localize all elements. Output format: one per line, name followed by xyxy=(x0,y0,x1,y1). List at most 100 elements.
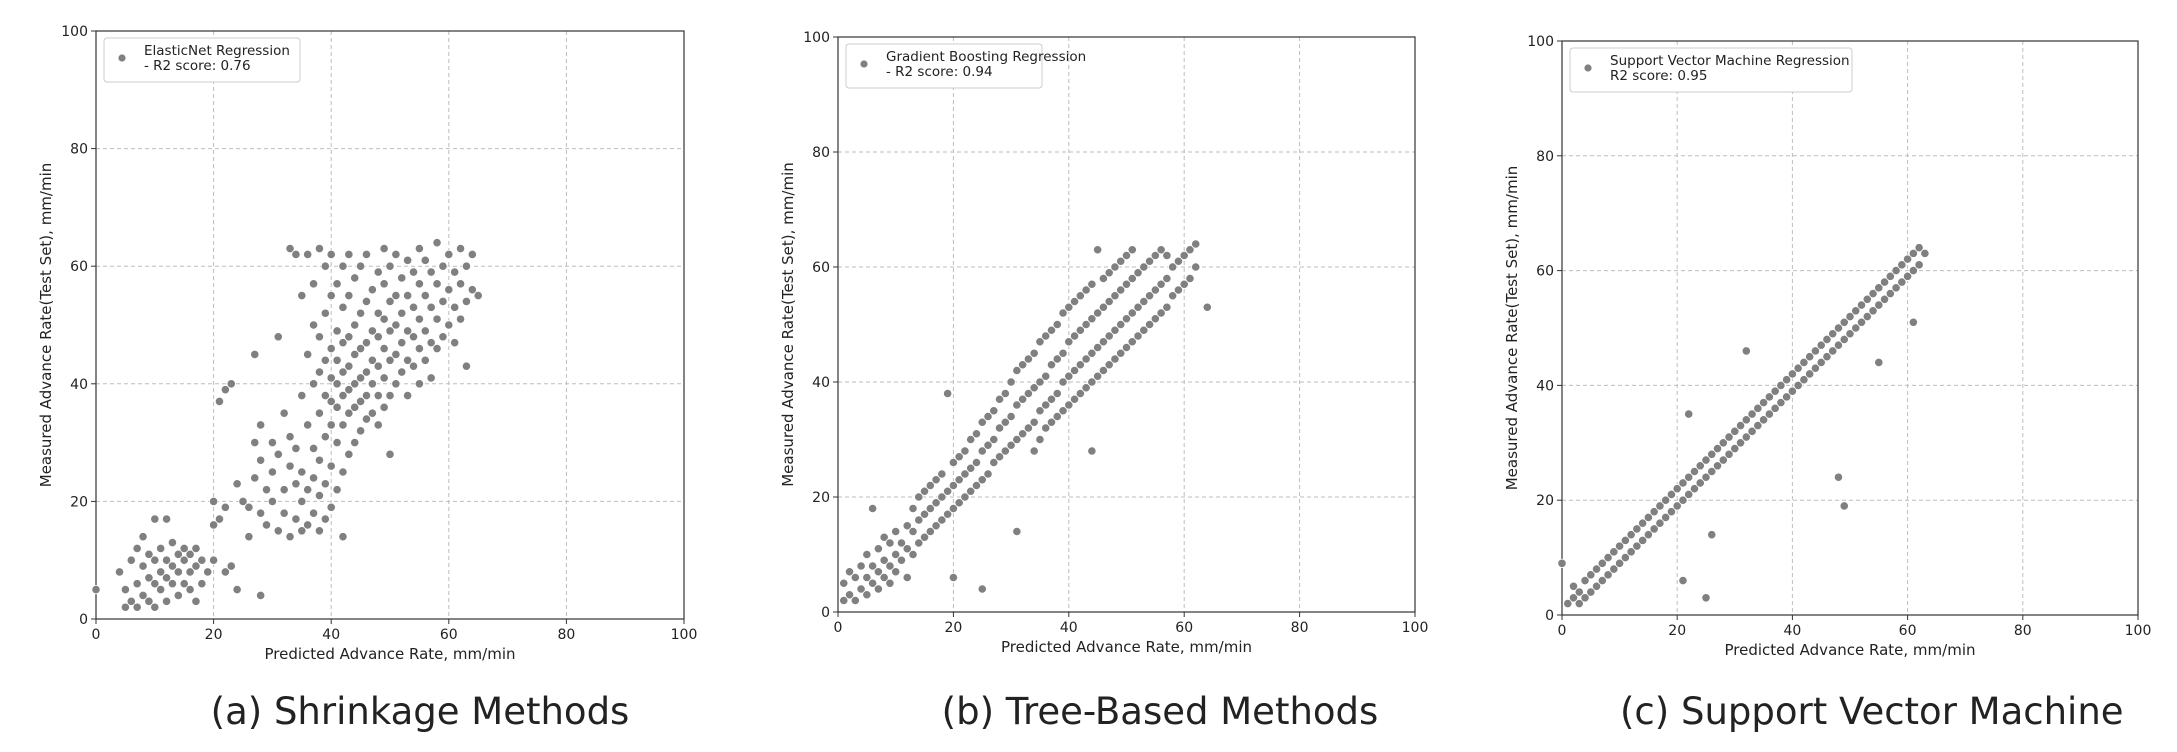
data-point xyxy=(1747,409,1757,419)
data-point xyxy=(391,379,401,389)
data-point xyxy=(173,549,183,559)
data-point xyxy=(1695,461,1705,471)
data-point xyxy=(1609,564,1619,574)
legend-box xyxy=(845,43,1043,89)
data-point xyxy=(1029,348,1039,358)
data-point xyxy=(1012,526,1022,537)
data-point xyxy=(373,308,383,318)
data-point xyxy=(1908,265,1918,276)
data-point xyxy=(1885,271,1895,281)
x-tick-label: 0 xyxy=(834,620,843,636)
data-point xyxy=(373,267,383,277)
data-point xyxy=(408,302,419,312)
data-point xyxy=(1833,340,1844,350)
y-tick-label: 100 xyxy=(803,30,830,46)
data-point xyxy=(1018,394,1028,404)
data-point xyxy=(379,279,389,289)
data-point xyxy=(1574,598,1584,609)
data-point xyxy=(1672,501,1682,511)
data-point xyxy=(1104,331,1114,341)
data-point xyxy=(948,572,959,583)
data-point xyxy=(161,555,172,565)
data-point xyxy=(126,596,136,606)
data-point xyxy=(862,590,872,600)
data-point xyxy=(326,461,336,471)
data-point xyxy=(1116,319,1126,330)
data-point xyxy=(1689,466,1700,477)
data-point xyxy=(244,502,254,512)
data-point xyxy=(1851,323,1861,333)
x-tick-label: 100 xyxy=(2125,623,2152,639)
data-point xyxy=(250,349,260,359)
data-point xyxy=(1632,541,1642,551)
data-point xyxy=(1684,472,1694,482)
y-tick-label: 60 xyxy=(70,259,88,275)
data-point xyxy=(150,514,160,524)
data-point xyxy=(220,385,230,395)
data-point xyxy=(1735,438,1746,448)
data-point xyxy=(420,355,430,365)
data-point xyxy=(1127,337,1137,347)
data-point xyxy=(338,467,348,477)
data-point xyxy=(367,355,377,365)
x-tick-label: 20 xyxy=(205,627,223,643)
data-point xyxy=(267,437,277,448)
data-point xyxy=(1000,417,1010,427)
data-point xyxy=(326,502,336,512)
data-point xyxy=(989,457,999,468)
data-point xyxy=(1093,245,1103,255)
data-point xyxy=(355,426,366,436)
data-point xyxy=(1006,377,1016,387)
data-point xyxy=(966,434,976,445)
data-point xyxy=(1632,524,1642,534)
data-point xyxy=(467,285,477,295)
data-point xyxy=(1150,285,1160,295)
data-point xyxy=(332,326,342,336)
data-point xyxy=(1087,314,1097,324)
data-point xyxy=(314,455,325,465)
data-point xyxy=(1098,337,1109,347)
data-point xyxy=(1666,489,1677,500)
data-point xyxy=(1707,530,1717,540)
data-point xyxy=(344,332,354,342)
data-point xyxy=(1568,593,1579,603)
caption-a: (a) Shrinkage Methods xyxy=(210,690,630,733)
data-point xyxy=(297,526,307,536)
legend-box xyxy=(103,37,301,83)
data-point xyxy=(426,338,436,348)
data-point xyxy=(856,584,866,594)
data-point xyxy=(256,590,266,601)
data-point xyxy=(1069,296,1080,307)
data-point xyxy=(1649,507,1659,517)
data-point xyxy=(338,532,348,542)
data-point xyxy=(332,437,342,448)
data-point xyxy=(161,573,172,583)
data-point xyxy=(379,243,389,254)
data-point xyxy=(1064,371,1074,381)
data-point xyxy=(361,367,372,377)
data-point xyxy=(902,544,912,554)
data-point xyxy=(355,261,366,271)
data-point xyxy=(1168,291,1178,301)
data-point xyxy=(1597,575,1607,586)
data-point xyxy=(1023,423,1034,433)
data-point xyxy=(868,561,878,571)
data-point xyxy=(361,249,372,260)
data-point xyxy=(179,555,189,565)
data-point xyxy=(403,290,413,301)
data-point xyxy=(203,567,213,577)
data-point xyxy=(1064,400,1074,410)
data-point xyxy=(403,355,413,365)
data-point xyxy=(314,408,325,418)
data-point xyxy=(385,355,395,365)
chart-2: 0 20 40 60 80 100 0 20 40 60 80 100 Predicted Advanc… xyxy=(1503,34,2151,659)
data-point xyxy=(285,432,295,442)
data-point xyxy=(350,379,360,389)
data-point xyxy=(1874,357,1884,368)
data-point xyxy=(1023,388,1034,399)
data-point xyxy=(156,543,166,554)
data-point xyxy=(1150,314,1160,324)
data-point xyxy=(438,296,448,307)
data-point xyxy=(220,502,230,512)
